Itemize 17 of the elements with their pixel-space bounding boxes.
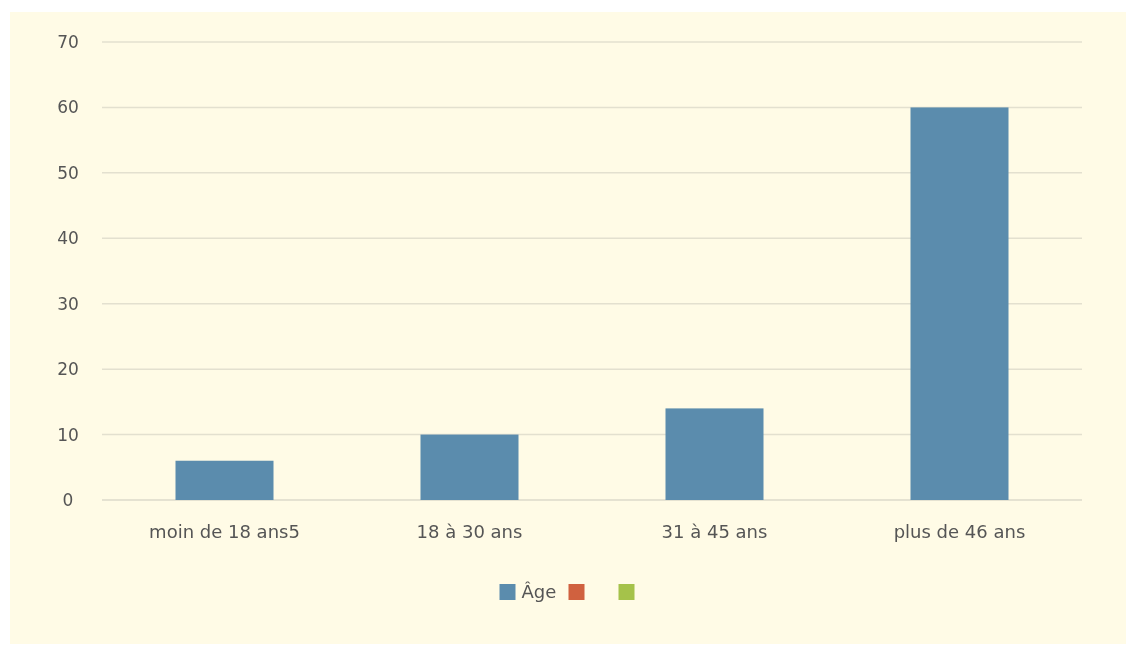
x-tick-label: plus de 46 ans bbox=[893, 521, 1026, 542]
y-tick-label: 20 bbox=[57, 359, 79, 380]
x-tick-label: 18 à 30 ans bbox=[416, 521, 523, 542]
bar bbox=[910, 107, 1009, 500]
x-tick-label: moin de 18 ans5 bbox=[149, 521, 300, 542]
y-tick-label: 60 bbox=[57, 97, 79, 118]
y-tick-label: 50 bbox=[57, 162, 79, 183]
bar bbox=[665, 408, 764, 500]
y-tick-label: 10 bbox=[57, 424, 79, 445]
y-tick-label: 40 bbox=[57, 228, 79, 249]
y-tick-label: 30 bbox=[57, 293, 79, 314]
bar bbox=[175, 460, 274, 500]
y-tick-label: 70 bbox=[57, 31, 79, 52]
x-tick-label: 31 à 45 ans bbox=[661, 521, 768, 542]
y-tick-label: 0 bbox=[62, 489, 74, 510]
legend-label: Âge bbox=[521, 581, 557, 603]
bar bbox=[420, 434, 519, 500]
